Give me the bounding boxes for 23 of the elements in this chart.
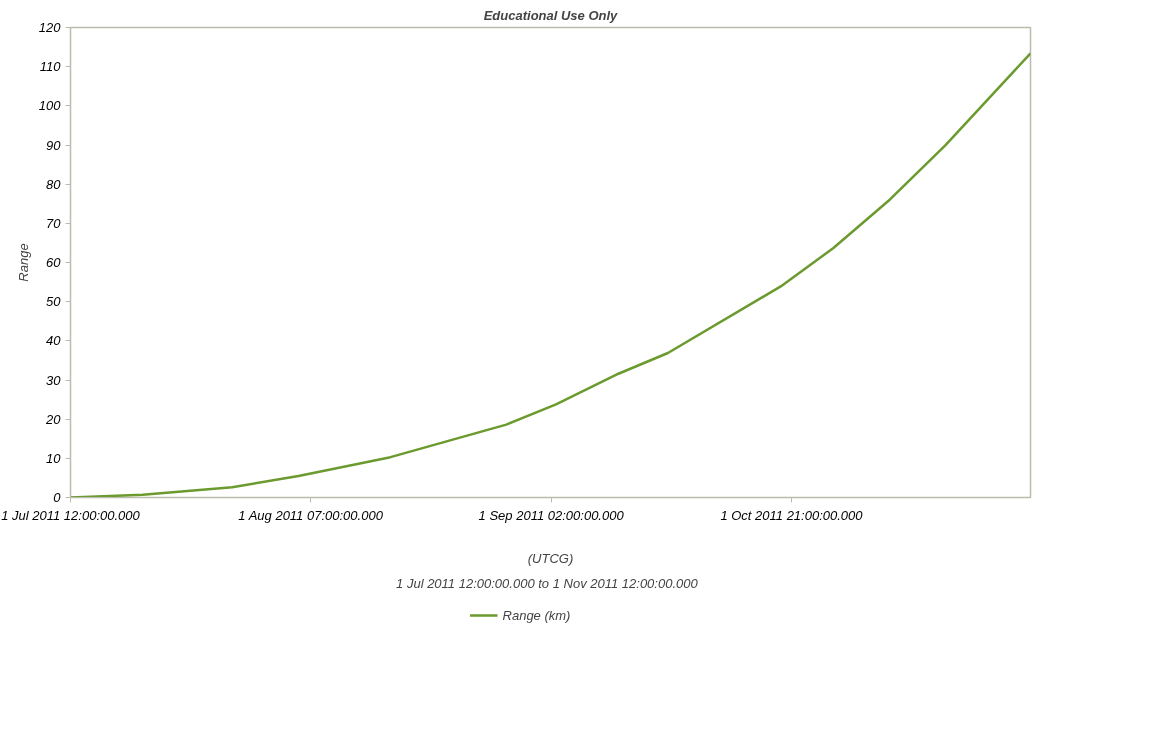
chart-title: Educational Use Only [483,7,619,23]
y-tick-label: 0 [53,490,62,505]
y-tick-label: 100 [38,98,62,114]
y-tick-label: 90 [46,137,62,153]
y-tick-label: 110 [39,59,62,75]
y-tick-label: 70 [46,215,62,231]
x-axis-title: (UTCG) [527,550,574,566]
line-series [70,52,1031,498]
y-axis-title: Range [15,243,31,282]
y-tick-label: 30 [46,372,62,388]
legend-label: Range (km) [502,607,571,623]
y-tick-label: 40 [46,333,62,349]
y-tick-label: 60 [46,255,62,270]
y-tick-label: 20 [45,411,62,427]
y-tick-label: 80 [46,176,62,192]
y-tick-label: 50 [46,294,62,310]
x-tick-label: 1 Sep 2011 02:00:00.000 [478,507,625,523]
text: 1 Jul 2011 12:00:00.000 to 1 Nov 2011 12:00:00.000 [396,575,699,591]
x-tick-label: 1 Aug 2011 07:00:00.000 [238,507,384,523]
y-tick-label: 10 [46,450,62,466]
x-tick-label: 1 Jul 2011 12:00:00.000 [1,507,141,523]
y-tick-label: 120 [38,20,62,35]
x-tick-label: 1 Oct 2011 21:00:00.000 [720,507,864,523]
